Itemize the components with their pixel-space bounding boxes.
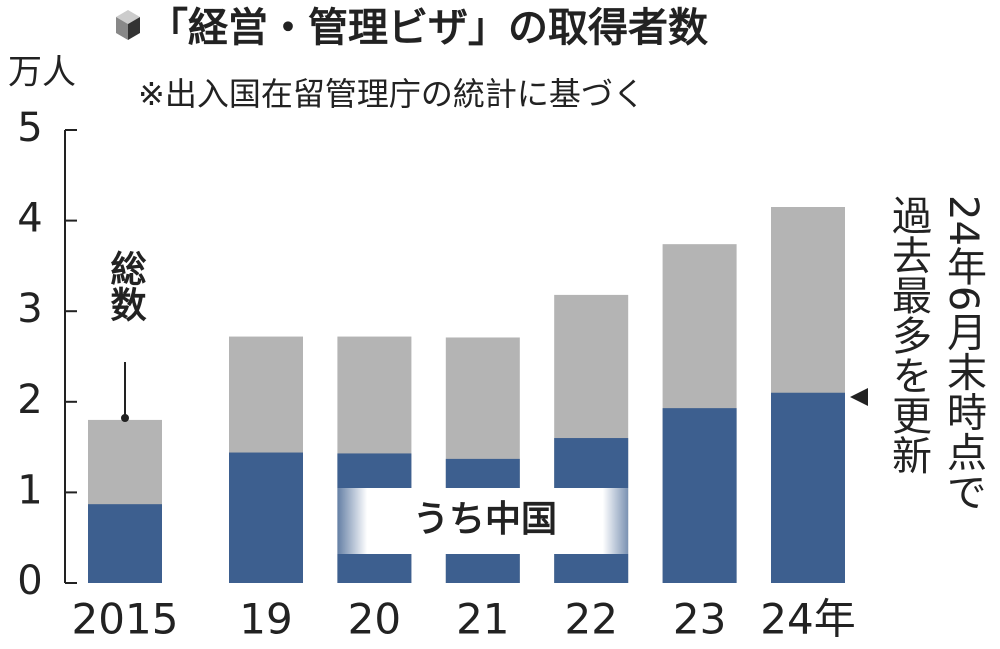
- x-tick-label: 20: [348, 595, 401, 644]
- title-icon: [116, 10, 140, 40]
- pointer-arrow: [850, 388, 868, 406]
- legend-label: うち中国: [413, 499, 557, 540]
- pointer-dot: [121, 414, 129, 422]
- chart-subtitle: ※出入国在留管理庁の統計に基づく: [138, 75, 645, 113]
- annotation: 過去最多を更新: [885, 195, 932, 475]
- chart-title: 「経営・管理ビザ」の取得者数: [148, 5, 708, 51]
- annotation: 24年6月末時点で: [940, 195, 986, 511]
- x-tick-label: 19: [239, 595, 292, 644]
- y-tick-label: 5: [17, 105, 42, 151]
- x-tick-label: 21: [456, 595, 509, 644]
- total-annotation: 総数: [105, 250, 147, 322]
- bar: [229, 452, 303, 583]
- legend-box: [330, 488, 640, 554]
- y-axis-label: 万人: [8, 53, 76, 93]
- bar: [662, 408, 737, 583]
- y-tick-label: 2: [17, 377, 42, 423]
- bar: [88, 504, 162, 583]
- x-tick-label: 23: [673, 595, 726, 644]
- y-tick-label: 3: [17, 286, 42, 332]
- y-tick-label: 0: [17, 558, 42, 604]
- x-tick-label: 24年: [760, 595, 855, 644]
- x-tick-label: 2015: [72, 595, 179, 644]
- y-tick-label: 4: [17, 196, 42, 242]
- y-tick-label: 1: [17, 467, 42, 513]
- x-tick-label: 22: [564, 595, 617, 644]
- bar: [771, 392, 845, 583]
